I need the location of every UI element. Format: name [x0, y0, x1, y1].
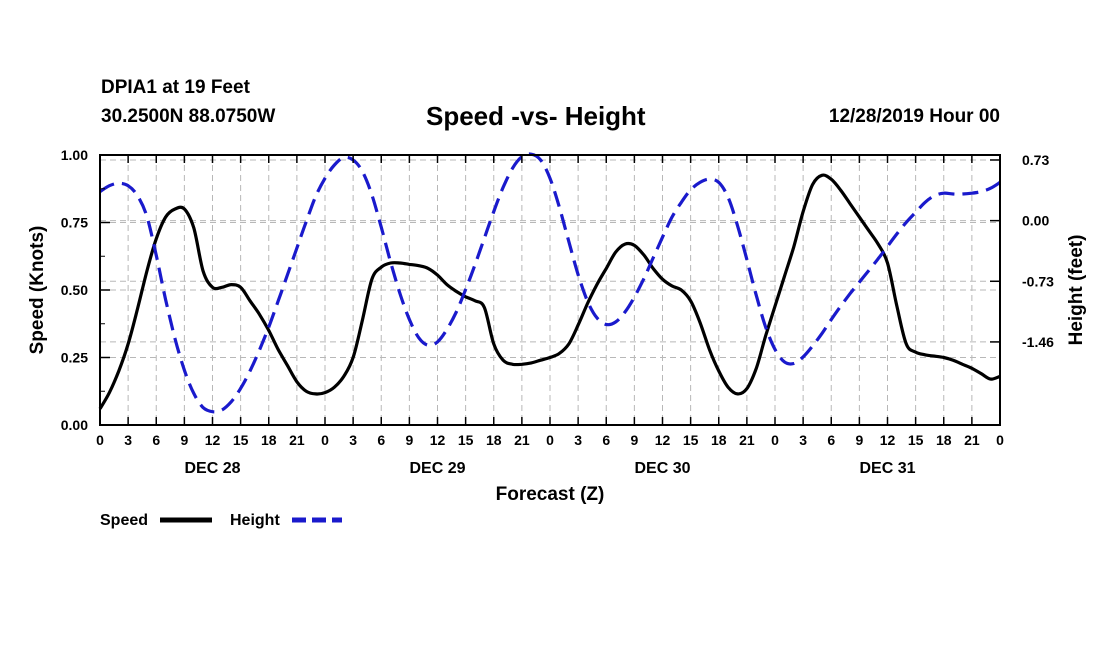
x-tick-label: 6: [827, 432, 835, 448]
y-right-tick-label: 0.00: [1022, 213, 1049, 229]
y-tick-label: 0.25: [61, 350, 88, 366]
x-tick-label: 3: [124, 432, 132, 448]
legend-speed-label: Speed: [100, 512, 148, 529]
x-tick-label: 15: [908, 432, 924, 448]
station-label: DPIA1 at 19 Feet: [101, 77, 250, 98]
y-right-tick-label: 0.73: [1022, 152, 1049, 168]
y-right-tick-label: -0.73: [1022, 273, 1054, 289]
x-tick-label: 0: [96, 432, 104, 448]
x-tick-label: 12: [655, 432, 671, 448]
x-tick-label: 12: [205, 432, 221, 448]
grid-lines: [100, 155, 1000, 425]
x-tick-label: 15: [233, 432, 249, 448]
chart-title: Speed -vs- Height: [426, 101, 646, 131]
legend: Speed Height: [100, 512, 342, 529]
x-tick-label: 0: [771, 432, 779, 448]
day-label: DEC 28: [184, 460, 240, 477]
x-tick-label: 9: [630, 432, 638, 448]
x-tick-label: 3: [574, 432, 582, 448]
forecast-date-label: 12/28/2019 Hour 00: [828, 106, 1000, 127]
x-tick-label: 21: [739, 432, 755, 448]
x-axis-ticks: 0 3 6 9 12 15 18 21 0 3 6 9 12 15 18 21 0 3 6 9 12 15 18 21 0 3 6 9…: [96, 155, 1004, 448]
x-tick-label: 6: [152, 432, 160, 448]
x-tick-label: 21: [289, 432, 305, 448]
y-axis-label: Speed (Knots): [27, 226, 48, 355]
x-tick-label: 21: [514, 432, 530, 448]
y-tick-label: 0.00: [61, 417, 88, 433]
x-tick-label: 12: [880, 432, 896, 448]
x-tick-label: 0: [996, 432, 1004, 448]
x-tick-label: 18: [486, 432, 502, 448]
y-tick-label: 1.00: [61, 147, 88, 163]
y-tick-label: 0.75: [61, 215, 88, 231]
y-right-axis-ticks: 0.73 0.00 -0.73 -1.46: [990, 152, 1054, 350]
coordinates-label: 30.2500N 88.0750W: [101, 106, 276, 127]
x-tick-label: 0: [546, 432, 554, 448]
x-tick-label: 3: [799, 432, 807, 448]
series-line-height: [99, 152, 1001, 414]
x-tick-label: 12: [430, 432, 446, 448]
x-tick-label: 15: [683, 432, 699, 448]
legend-height-label: Height: [230, 512, 280, 529]
x-tick-label: 21: [964, 432, 980, 448]
day-label: DEC 29: [409, 460, 465, 477]
x-tick-label: 0: [321, 432, 329, 448]
x-tick-label: 9: [405, 432, 413, 448]
x-tick-label: 18: [936, 432, 952, 448]
x-tick-label: 6: [602, 432, 610, 448]
x-tick-label: 6: [377, 432, 385, 448]
x-tick-label: 9: [855, 432, 863, 448]
x-tick-label: 15: [458, 432, 474, 448]
x-tick-label: 18: [261, 432, 277, 448]
day-label: DEC 31: [859, 460, 915, 477]
y-right-axis-label: Height (feet): [1066, 235, 1087, 346]
x-axis-label: Forecast (Z): [496, 484, 605, 505]
x-tick-label: 3: [349, 432, 357, 448]
y-right-tick-label: -1.46: [1022, 334, 1054, 350]
day-labels: DEC 28 DEC 29 DEC 30 DEC 31: [184, 460, 915, 477]
x-tick-label: 18: [711, 432, 727, 448]
series-layer: [98, 152, 1001, 414]
x-tick-label: 9: [180, 432, 188, 448]
series-line-speed: [98, 173, 1001, 410]
day-label: DEC 30: [634, 460, 690, 477]
y-axis-ticks: 0.00 0.25 0.50 0.75 1.00: [61, 147, 110, 433]
y-tick-label: 0.50: [61, 282, 88, 298]
